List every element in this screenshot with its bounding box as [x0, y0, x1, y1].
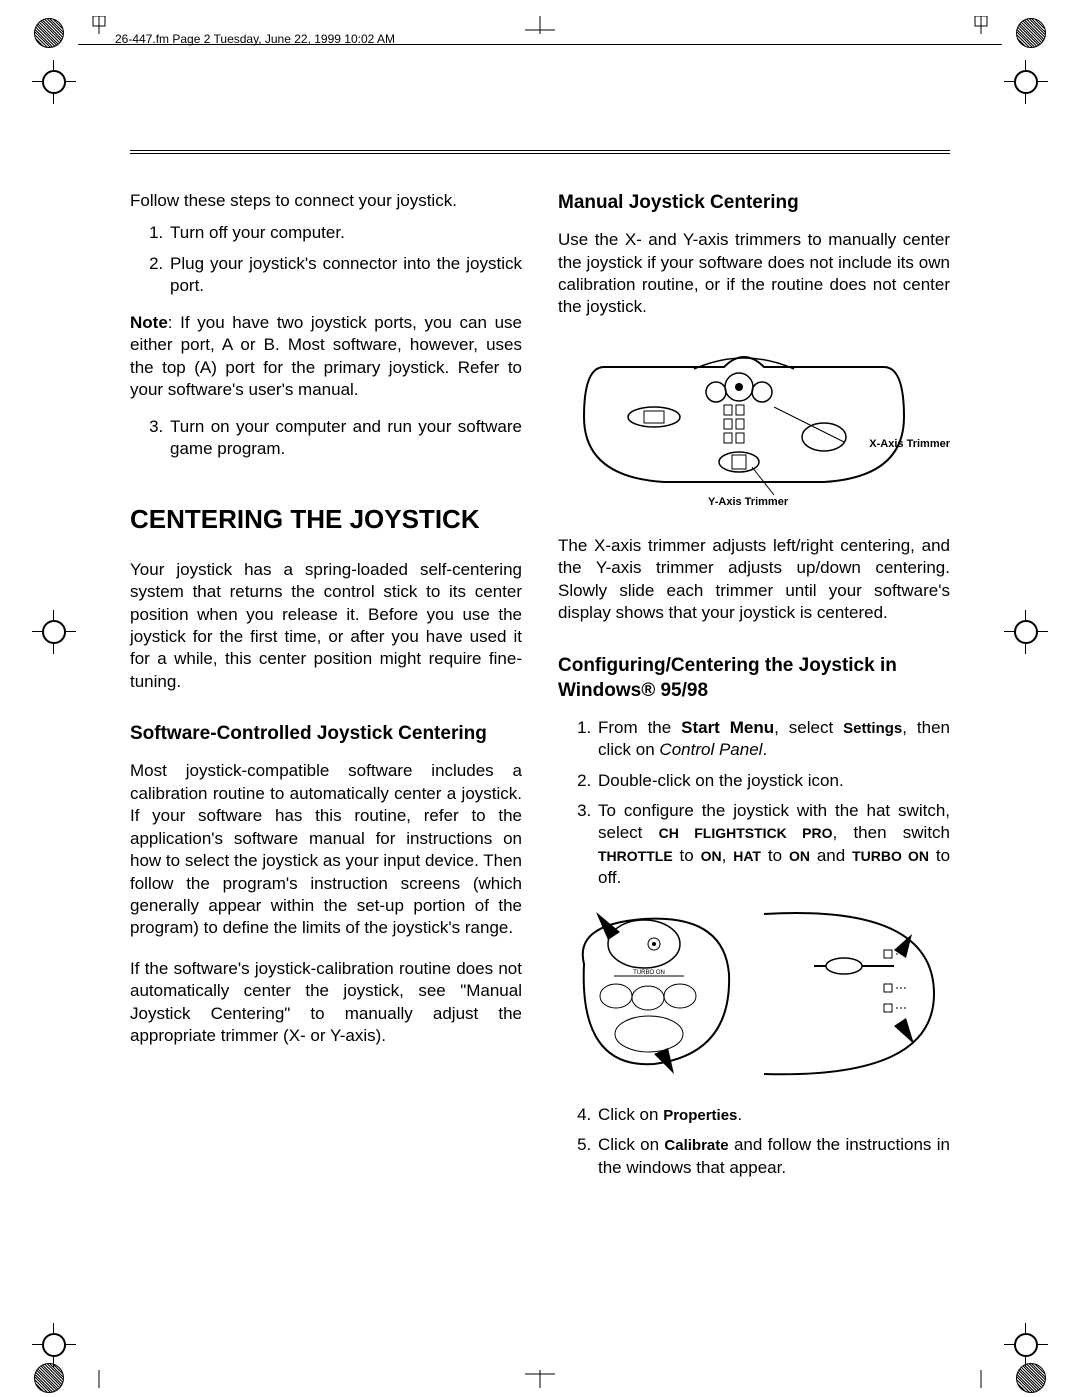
step-3: Turn on your computer and run your softw…: [168, 416, 522, 461]
trimmer-diagram: X-Axis Trimmer Y-Axis Trimmer: [558, 337, 950, 517]
software-centering-p1: Most joystick-compatible software includ…: [130, 760, 522, 940]
page-content: Follow these steps to connect your joyst…: [130, 150, 950, 1317]
header-rule: [78, 44, 1002, 45]
note-label: Note: [130, 313, 168, 332]
turbo-on-label-svg: TURBO ON: [633, 970, 665, 976]
turbo-switch-diagram: TURBO ON: [558, 904, 950, 1084]
heading-software-centering: Software-Controlled Joystick Centering: [130, 721, 522, 746]
centering-intro: Your joystick has a spring-loaded self-c…: [130, 559, 522, 694]
crop-mark-t2: [92, 16, 106, 39]
y-axis-trimmer-label: Y-Axis Trimmer: [708, 495, 788, 510]
crop-decoration-br: [1016, 1363, 1046, 1393]
two-column-layout: Follow these steps to connect your joyst…: [130, 190, 950, 1193]
right-column: Manual Joystick Centering Use the X- and…: [558, 190, 950, 1193]
heading-windows-config: Configuring/Centering the Joystick in Wi…: [558, 653, 950, 703]
crop-decoration-bl: [34, 1363, 64, 1393]
connect-steps: Turn off your computer. Plug your joysti…: [130, 222, 522, 297]
crop-decoration-tr: [1016, 18, 1046, 48]
crop-mark-b2: [92, 1370, 106, 1393]
manual-centering-p2: The X-axis trimmer adjusts left/right ce…: [558, 535, 950, 625]
left-column: Follow these steps to connect your joyst…: [130, 190, 522, 1193]
crop-mark-br: [1004, 1323, 1048, 1367]
win-step-2: Double-click on the joystick icon.: [596, 770, 950, 792]
connect-steps-cont: Turn on your computer and run your softw…: [130, 416, 522, 461]
heading-manual-centering: Manual Joystick Centering: [558, 190, 950, 215]
crop-mark-tl: [32, 60, 76, 104]
win-step-5: Click on Calibrate and follow the instru…: [596, 1134, 950, 1179]
note-paragraph: Note: If you have two joystick ports, yo…: [130, 312, 522, 402]
crop-mark-t3: [974, 16, 988, 39]
win-step-1: From the Start Menu, select Settings, th…: [596, 717, 950, 762]
crop-mark-bc: [525, 1370, 555, 1393]
step-1: Turn off your computer.: [168, 222, 522, 244]
x-axis-trimmer-label: X-Axis Trimmer: [869, 437, 950, 452]
crop-mark-b3: [974, 1370, 988, 1393]
win-step-3: To configure the joystick with the hat s…: [596, 800, 950, 890]
crop-decoration-tl: [34, 18, 64, 48]
manual-centering-p1: Use the X- and Y-axis trimmers to manual…: [558, 229, 950, 319]
windows-steps: From the Start Menu, select Settings, th…: [558, 717, 950, 890]
intro-text: Follow these steps to connect your joyst…: [130, 190, 522, 212]
double-rule: [130, 150, 950, 154]
crop-mark-tc: [525, 16, 555, 39]
crop-mark-bl: [32, 1323, 76, 1367]
windows-steps-cont: Click on Properties. Click on Calibrate …: [558, 1104, 950, 1179]
crop-mark-ml: [32, 610, 76, 654]
software-centering-p2: If the software's joystick-calibration r…: [130, 958, 522, 1048]
heading-centering: CENTERING THE JOYSTICK: [130, 502, 522, 536]
crop-mark-tr: [1004, 60, 1048, 104]
step-2: Plug your joystick's connector into the …: [168, 253, 522, 298]
win-step-4: Click on Properties.: [596, 1104, 950, 1126]
crop-mark-mr: [1004, 610, 1048, 654]
note-text: : If you have two joystick ports, you ca…: [130, 313, 522, 399]
